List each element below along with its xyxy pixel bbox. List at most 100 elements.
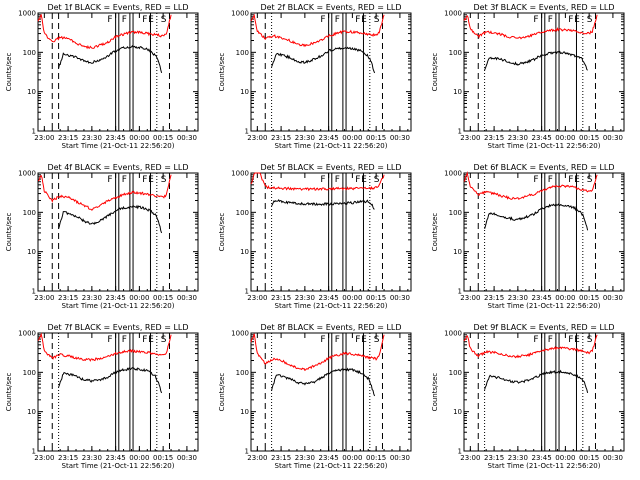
event-flag-label: S [587,335,593,345]
x-axis-label: Start Time (21-Oct-11 22:56:20) [275,462,388,470]
events-rate-line [58,204,163,234]
event-flag-label: F [548,15,553,25]
y-axis-label: Counts/sec [431,213,439,252]
y-axis-label: Counts/sec [5,213,13,252]
panel-2: Det 2f BLACK = Events, RED = LLD 1 10 100 10… [218,3,412,150]
x-axis-label: Start Time (21-Oct-11 22:56:20) [275,302,388,310]
y-tick-label: 1000 [18,10,36,18]
event-flag-label: F [548,175,553,185]
x-tick-label: 00:15 [153,294,173,302]
y-tick-label: 1 [458,128,462,136]
panel-title: Det 5f BLACK = Events, RED = LLD [260,163,401,172]
plot-frame [463,172,625,292]
x-axis-label: Start Time (21-Oct-11 22:56:20) [488,302,601,310]
y-tick-label: 1 [32,288,36,296]
event-flag-label: E [574,15,580,25]
event-flag-label: F [320,335,325,345]
event-flag-label: F [142,175,147,185]
x-tick-label: 23:00 [34,134,54,142]
x-tick-label: 23:15 [271,294,291,302]
panel-title: Det 8f BLACK = Events, RED = LLD [260,323,401,332]
event-flag-label: E [361,15,367,25]
x-tick-label: 00:15 [153,134,173,142]
x-tick-label: 00:30 [603,454,623,462]
lld-rate-line [463,14,598,40]
x-axis-label: Start Time (21-Oct-11 22:56:20) [62,302,175,310]
panel-9: Det 9f BLACK = Events, RED = LLD 1 10 100 10… [431,323,625,470]
y-tick-label: 1000 [231,330,249,338]
x-tick-label: 00:15 [366,454,386,462]
x-tick-label: 23:15 [484,134,504,142]
y-axis-label: Counts/sec [5,373,13,412]
x-tick-label: 23:00 [34,454,54,462]
y-tick-label: 1000 [18,170,36,178]
lld-rate-line [250,13,385,48]
panel-title: Det 4f BLACK = Events, RED = LLD [47,163,188,172]
panel-5: Det 5f BLACK = Events, RED = LLD 1 10 100 10… [218,163,412,310]
y-tick-label: 1 [245,448,249,456]
x-tick-label: 23:15 [271,134,291,142]
event-flag-label: E [148,335,154,345]
y-tick-label: 10 [27,248,36,256]
x-tick-label: 00:00 [129,294,149,302]
y-tick-label: 10 [453,408,462,416]
y-tick-label: 1000 [18,330,36,338]
y-tick-label: 100 [236,209,249,217]
x-tick-label: 00:00 [555,294,575,302]
x-axis-label: Start Time (21-Oct-11 22:56:20) [62,142,175,150]
y-tick-label: 100 [449,49,462,57]
y-axis-label: Counts/sec [431,53,439,92]
x-tick-label: 00:00 [129,134,149,142]
plot-frame [463,332,625,452]
event-flag-label: F [320,15,325,25]
y-tick-label: 10 [27,88,36,96]
plot-frame [37,332,199,452]
x-tick-label: 00:30 [177,454,197,462]
y-axis-label: Counts/sec [431,373,439,412]
y-axis-label: Counts/sec [218,373,226,412]
panel-title: Det 9f BLACK = Events, RED = LLD [473,323,614,332]
events-rate-line [271,46,376,74]
event-flag-label: F [122,15,127,25]
x-tick-label: 23:15 [58,134,78,142]
lld-rate-line [250,172,385,192]
plot-frame [250,172,412,292]
x-tick-label: 23:45 [319,294,339,302]
x-tick-label: 23:00 [247,134,267,142]
event-flag-label: E [574,335,580,345]
lld-rate-line [463,171,598,200]
lld-rate-line [250,333,385,372]
event-flag-label: F [335,335,340,345]
x-tick-label: 00:15 [366,134,386,142]
event-flag-label: S [374,175,380,185]
event-flag-label: F [568,335,573,345]
x-tick-label: 00:15 [153,454,173,462]
events-rate-line [58,367,163,394]
x-tick-label: 23:30 [295,294,315,302]
x-tick-label: 00:00 [555,454,575,462]
x-tick-label: 23:45 [532,134,552,142]
x-tick-label: 00:00 [342,454,362,462]
x-tick-label: 23:45 [319,454,339,462]
event-flag-label: F [533,175,538,185]
y-tick-label: 1 [32,448,36,456]
x-tick-label: 23:30 [295,454,315,462]
x-axis-label: Start Time (21-Oct-11 22:56:20) [62,462,175,470]
plot-frame [37,12,199,132]
event-flag-label: F [568,175,573,185]
lld-rate-line [37,13,172,50]
x-tick-label: 23:15 [271,454,291,462]
x-tick-label: 23:00 [247,454,267,462]
y-tick-label: 1 [32,128,36,136]
x-tick-label: 23:30 [508,134,528,142]
x-tick-label: 23:00 [460,454,480,462]
event-flag-label: F [107,175,112,185]
event-flag-label: F [107,15,112,25]
y-tick-label: 100 [23,369,36,377]
panel-title: Det 1f BLACK = Events, RED = LLD [47,3,188,12]
y-tick-label: 10 [240,248,249,256]
x-tick-label: 23:00 [460,134,480,142]
events-rate-line [484,50,588,71]
y-tick-label: 1000 [231,170,249,178]
